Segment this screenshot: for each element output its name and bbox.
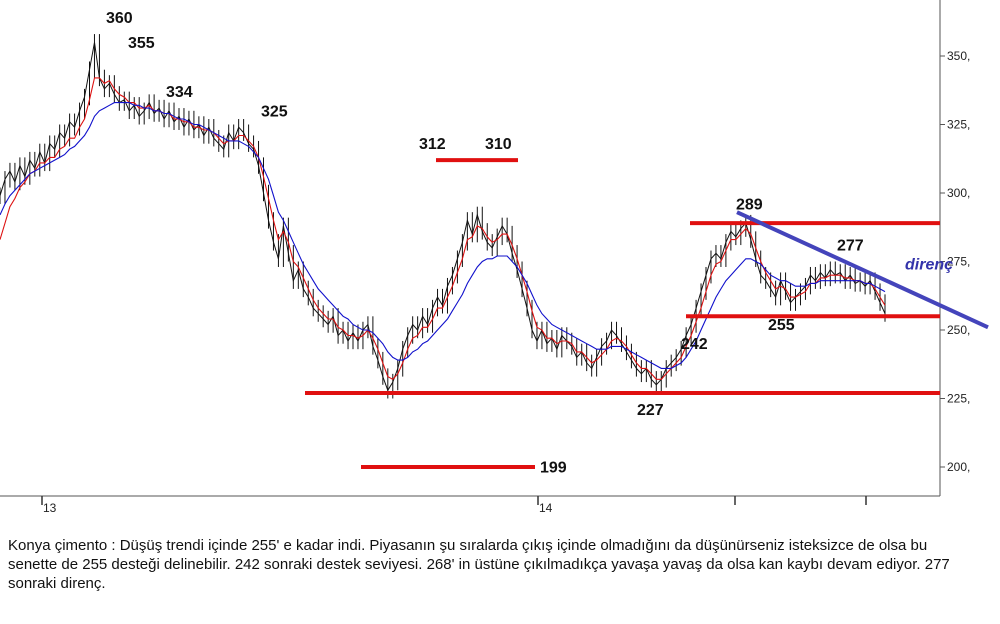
price-annotation-325: 325 [261, 103, 288, 120]
y-tick-label: 225, [947, 392, 970, 406]
price-annotation-255: 255 [768, 317, 795, 334]
resistance-trendline [736, 210, 989, 330]
x-tick-label: 14 [539, 501, 553, 515]
x-tick-label: 13 [43, 501, 57, 515]
price-annotation-312: 312 [419, 136, 446, 153]
y-tick-label: 350, [947, 49, 970, 63]
chart-axes: 200, 225, 250, 275, 300, 325, 350, 13 14 [0, 0, 970, 515]
analysis-caption: Konya çimento : Düşüş trendi içinde 255'… [8, 537, 950, 592]
price-annotation-310: 310 [485, 136, 512, 153]
y-tick-label: 200, [947, 460, 970, 474]
y-tick-label: 250, [947, 323, 970, 337]
price-annotation-334: 334 [166, 84, 193, 101]
price-chart: 200,225,250,275,300,325,350,13 14 3603553… [0, 0, 989, 515]
price-annotation-227: 227 [637, 402, 664, 419]
price-annotation-242: 242 [681, 336, 708, 353]
long-moving-average-line [0, 102, 886, 369]
support-resistance-lines [305, 158, 989, 469]
chart-annotations: 360 355 334 325 312 310 289 277 255 242 227 199 dire… [106, 10, 953, 476]
price-line [0, 42, 886, 392]
price-annotation-360: 360 [106, 10, 133, 27]
y-tick-label: 275, [947, 255, 970, 269]
price-series [0, 34, 886, 399]
y-tick-label: 325, [947, 118, 970, 132]
price-annotation-355: 355 [128, 35, 155, 52]
price-annotation-277: 277 [837, 238, 864, 255]
direnc-label: direnç [905, 257, 953, 274]
short-moving-average-line [0, 77, 886, 380]
price-annotation-199: 199 [540, 459, 567, 476]
price-annotation-289: 289 [736, 196, 763, 213]
y-tick-label: 300, [947, 186, 970, 200]
